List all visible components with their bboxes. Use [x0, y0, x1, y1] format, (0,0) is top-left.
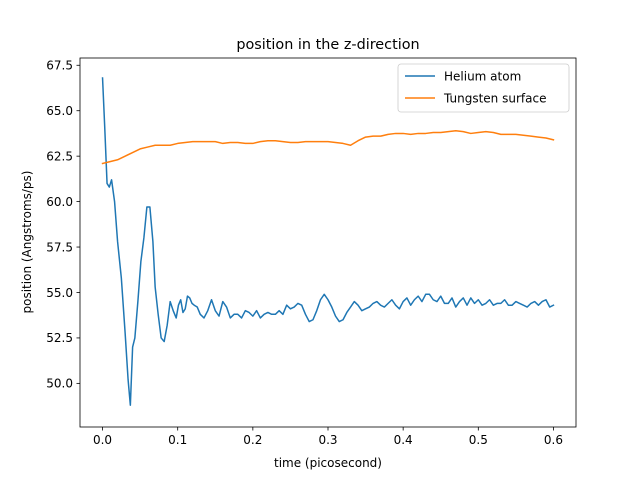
y-tick-label: 60.0 — [46, 195, 73, 209]
legend-label-2: Tungsten surface — [443, 92, 546, 106]
legend-label-1: Helium atom — [444, 70, 521, 84]
x-tick-label: 0.2 — [243, 433, 262, 447]
legend-box — [397, 63, 570, 113]
y-tick-label: 55.0 — [46, 286, 73, 300]
x-tick-label: 0.3 — [318, 433, 337, 447]
x-tick-label: 0.5 — [469, 433, 488, 447]
x-tick-label: 0.6 — [544, 433, 563, 447]
series-line-2 — [101, 129, 555, 165]
x-tick-label: 0.1 — [168, 433, 187, 447]
series-line-1 — [101, 77, 555, 406]
x-tick-label: 0.0 — [93, 433, 112, 447]
chart-title: position in the z-direction — [236, 37, 419, 53]
legend: Helium atom Tungsten surface — [397, 63, 570, 113]
y-tick-label: 62.5 — [46, 149, 73, 163]
y-axis-label: position (Angstroms/ps) — [20, 171, 34, 314]
plot-area — [101, 77, 555, 406]
y-tick-label: 50.0 — [46, 377, 73, 391]
y-tick-label: 52.5 — [46, 331, 73, 345]
x-tick-label: 0.4 — [394, 433, 413, 447]
y-tick-label: 67.5 — [46, 59, 73, 73]
y-tick-label: 57.5 — [46, 240, 73, 254]
x-axis-label: time (picosecond) — [274, 456, 382, 470]
axes: 0.0 0.1 0.2 0.3 0.4 0.5 0.6 50.0 52.5 55.0 57.5 60.… — [46, 57, 577, 447]
y-tick-label: 65.0 — [46, 104, 73, 118]
